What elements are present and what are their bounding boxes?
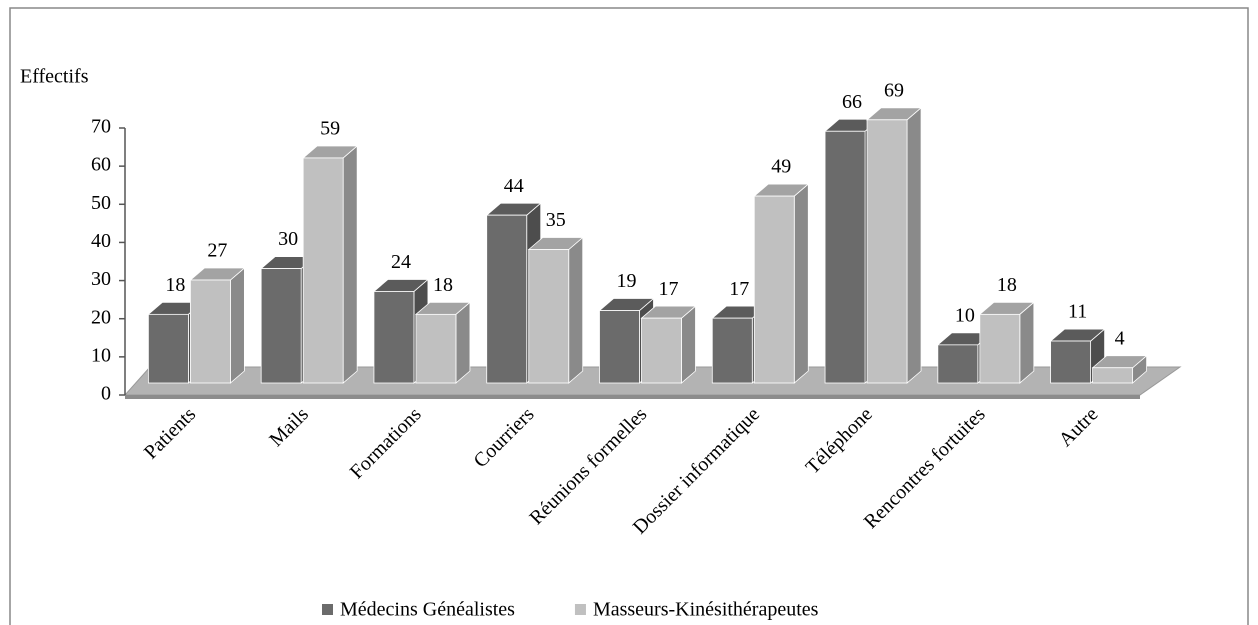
bar-side [906, 106, 922, 384]
x-tick-label: Réunions formelles [525, 403, 651, 529]
x-tick-label: Courriers [470, 403, 539, 472]
data-label: 49 [771, 156, 791, 178]
bar-side [1019, 301, 1035, 384]
bar-front [824, 130, 866, 384]
data-label: 17 [659, 278, 679, 300]
data-label: 27 [207, 240, 227, 262]
bar-front [937, 344, 979, 384]
bar-front [302, 157, 344, 384]
y-tick-label: 30 [91, 268, 111, 290]
data-label: 59 [320, 118, 340, 140]
bar-front [641, 317, 682, 384]
x-tick-label: Formations [346, 403, 426, 483]
y-tick-label: 40 [91, 230, 111, 252]
x-tick-label: Dossier informatique [629, 403, 764, 538]
bar-front [866, 119, 908, 384]
bar-front [711, 317, 753, 384]
x-tick-label: Patients [140, 403, 200, 463]
data-label: 4 [1115, 327, 1125, 349]
data-label: 11 [1068, 301, 1087, 323]
x-tick-label: Téléphone [802, 403, 877, 478]
data-label: 17 [729, 278, 749, 300]
data-label: 66 [842, 91, 862, 113]
bar-front [753, 195, 795, 384]
y-axis-label: Effectifs [20, 66, 89, 88]
bar-side [681, 305, 696, 384]
bar-front [599, 310, 640, 384]
data-label: 19 [617, 270, 637, 292]
bar-front [147, 313, 189, 384]
data-label: 69 [884, 79, 904, 101]
data-label: 44 [504, 175, 524, 197]
floor-edge [125, 395, 1140, 399]
bar-front [528, 249, 570, 384]
data-label: 30 [278, 228, 298, 250]
bar-front [189, 279, 231, 384]
legend-label: Médecins Généalistes [340, 599, 515, 621]
bar-side [229, 267, 245, 384]
bar [978, 301, 1035, 384]
y-tick-label: 10 [91, 344, 111, 366]
legend-swatch [574, 604, 586, 615]
bar-side [342, 145, 358, 384]
bar [1091, 354, 1148, 384]
bar [865, 106, 923, 384]
bar [302, 145, 359, 384]
bar-front [486, 214, 528, 384]
data-label: 10 [955, 304, 975, 326]
bar [640, 305, 697, 384]
y-tick-label: 60 [91, 154, 111, 176]
bar [753, 183, 810, 384]
y-tick-label: 20 [91, 306, 111, 328]
bar-front [415, 313, 457, 384]
x-tick-label: Autre [1055, 403, 1103, 451]
bar [189, 267, 246, 384]
data-label: 24 [391, 251, 411, 273]
frame [9, 7, 1249, 625]
bar-front [373, 291, 415, 384]
data-label: 18 [997, 274, 1017, 296]
y-tick-label: 70 [91, 116, 111, 138]
data-label: 35 [546, 209, 566, 231]
bar-side [793, 183, 809, 384]
legend-label: Masseurs-Kinésithérapeutes [593, 599, 819, 621]
bar-front [1092, 367, 1134, 384]
bar [414, 301, 472, 384]
x-tick-label: Mails [265, 403, 313, 451]
bar-front [260, 268, 302, 384]
data-label: 18 [433, 274, 453, 296]
x-tick-label: Rencontres fortuites [860, 403, 990, 533]
legend-swatch [322, 604, 333, 615]
y-tick-label: 0 [101, 383, 111, 405]
bar-front [1050, 340, 1092, 384]
data-label: 18 [165, 274, 185, 296]
bar [527, 236, 584, 384]
bar-front [979, 313, 1021, 384]
bar-side [568, 236, 584, 384]
bar-side [455, 301, 471, 384]
y-tick-label: 50 [91, 192, 111, 214]
